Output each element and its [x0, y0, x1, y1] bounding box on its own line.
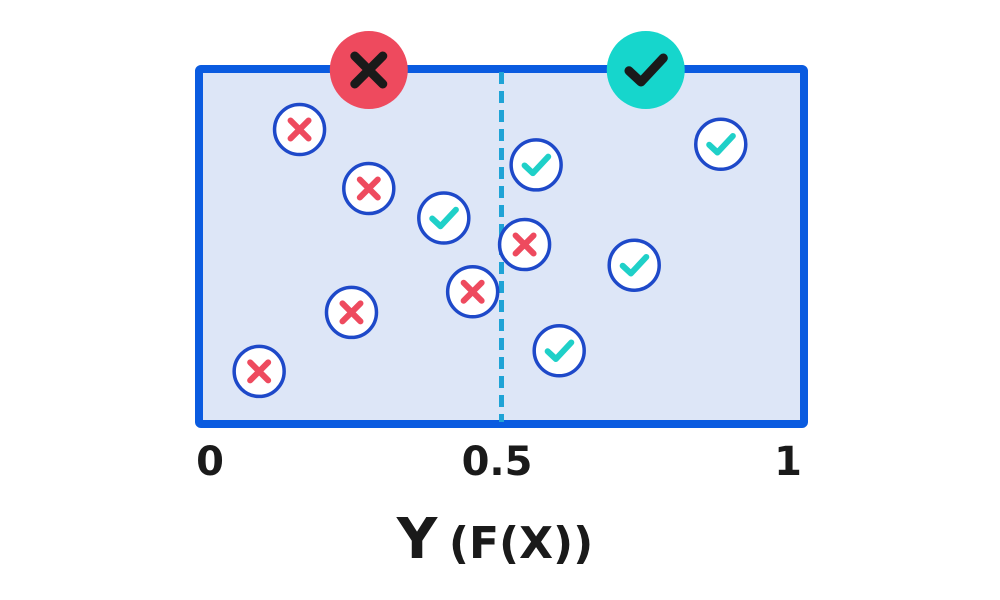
check-icon: [624, 53, 668, 87]
check-icon: [429, 206, 459, 230]
class-headers: [329, 31, 685, 109]
x-tick-0: 0: [196, 439, 224, 485]
negative-class-badge: [329, 31, 408, 109]
point-check-2: [417, 191, 471, 245]
check-icon: [544, 339, 575, 362]
point-cross-1: [342, 161, 396, 216]
point-check-10: [532, 324, 586, 378]
point-check-9: [607, 238, 661, 292]
check-icon: [521, 153, 552, 177]
x-tick-1: 1: [774, 439, 802, 485]
cross-icon: [460, 279, 485, 304]
cross-icon: [512, 232, 537, 257]
cross-icon: [356, 176, 381, 201]
point-ring: [607, 238, 661, 292]
x-axis-title: Y (F(X)): [396, 507, 594, 572]
point-ring: [694, 117, 748, 171]
cross-icon: [287, 117, 312, 142]
cross-icon: [350, 51, 388, 89]
cross-icon: [247, 359, 272, 384]
check-icon: [706, 133, 736, 156]
point-cross-6: [232, 344, 286, 399]
points-layer: [232, 102, 748, 399]
point-check-8: [694, 117, 748, 171]
x-axis-label-suffix: (F(X)): [449, 518, 593, 569]
x-tick-0.5: 0.5: [462, 439, 533, 485]
cross-icon: [339, 300, 364, 325]
point-cross-5: [324, 285, 379, 340]
point-cross-0: [272, 102, 327, 157]
x-axis-label: Y: [396, 507, 439, 572]
point-cross-4: [445, 265, 500, 319]
check-icon: [619, 253, 650, 277]
point-ring: [417, 191, 471, 245]
point-ring: [532, 324, 586, 378]
positive-badge-circle: [606, 31, 685, 109]
point-check-7: [509, 138, 563, 192]
point-cross-3: [497, 217, 552, 272]
positive-class-badge: [606, 31, 685, 109]
point-ring: [509, 138, 563, 192]
